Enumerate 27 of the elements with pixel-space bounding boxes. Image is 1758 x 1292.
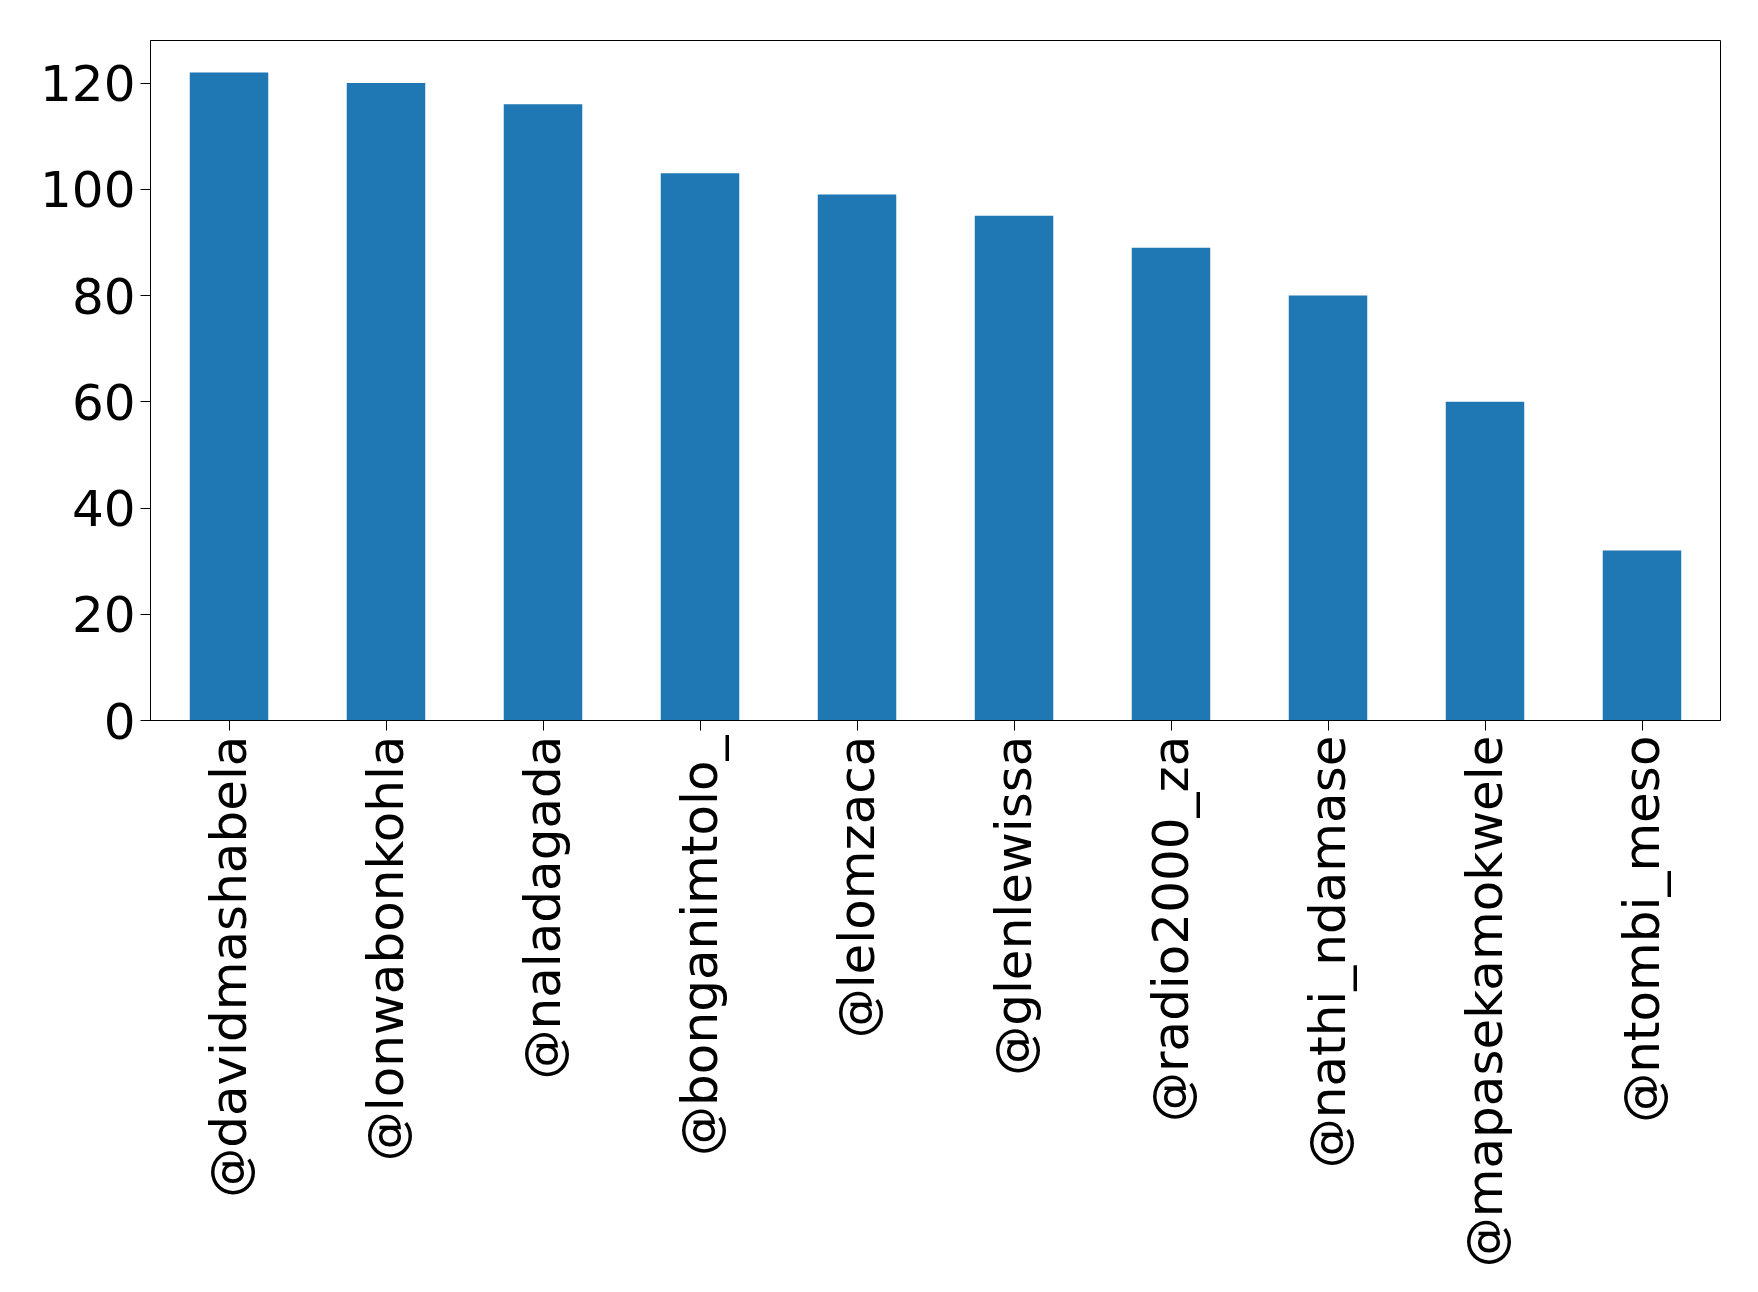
y-tick-label: 0 — [103, 692, 136, 751]
bar — [1131, 247, 1211, 721]
x-tick-label: @davidmashabela — [200, 735, 258, 1198]
x-tick-label: @lelomzaca — [828, 735, 886, 1039]
x-tick-label: @radio2000_za — [1142, 735, 1200, 1123]
y-tick-label: 120 — [40, 55, 136, 113]
x-tick-label: @glenlewissa — [985, 735, 1043, 1076]
bar — [974, 215, 1054, 721]
bar — [660, 173, 740, 721]
y-tick-label: 40 — [71, 480, 136, 538]
x-tick-label: @mapasekamokwele — [1456, 735, 1514, 1268]
x-tick-label: @ntombi_meso — [1613, 735, 1671, 1123]
y-tick-label: 20 — [71, 586, 136, 645]
bar — [1288, 295, 1368, 721]
bar — [1602, 550, 1682, 721]
bar — [189, 72, 269, 721]
y-tick-label: 100 — [40, 161, 136, 220]
y-tick-label: 60 — [71, 373, 136, 432]
bar — [503, 104, 583, 721]
x-tick-label: @lonwabonkohla — [357, 735, 415, 1162]
y-tick-label: 80 — [71, 267, 136, 326]
bar — [1445, 401, 1525, 721]
x-tick-label: @nathi_ndamase — [1299, 735, 1357, 1169]
bar — [817, 194, 897, 721]
x-tick-label: @bonganimtolo_ — [671, 734, 729, 1156]
bar — [346, 83, 426, 721]
x-tick-label: @naladagada — [514, 735, 572, 1080]
